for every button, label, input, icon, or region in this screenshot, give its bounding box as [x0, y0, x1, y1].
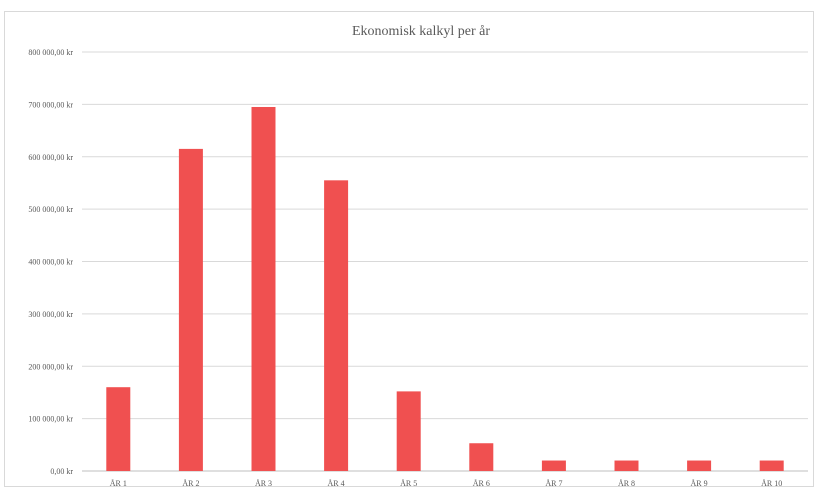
bar [469, 443, 494, 471]
gridlines [82, 51, 808, 472]
x-tick-label: ÅR 5 [400, 479, 417, 488]
bar [687, 460, 712, 471]
y-tick-label: 800 000,00 kr [28, 48, 73, 57]
x-tick-label: ÅR 1 [110, 479, 127, 488]
x-tick-label: ÅR 9 [691, 479, 708, 488]
x-axis-ticks: ÅR 1 ÅR 2 ÅR 3 ÅR 4 ÅR 5 ÅR 6 ÅR 7 ÅR 8 ÅR 9 ÅR 1… [110, 479, 783, 488]
x-tick-label: ÅR 4 [328, 479, 345, 488]
chart-title: Ekonomisk kalkyl per år [352, 24, 490, 39]
y-tick-label: 600 000,00 kr [28, 153, 73, 162]
y-tick-label: 700 000,00 kr [28, 100, 73, 109]
y-tick-label: 400 000,00 kr [28, 258, 73, 267]
y-axis-ticks: 0,00 kr 100 000,00 kr 200 000,00 kr 300 000… [28, 48, 73, 476]
y-tick-label: 300 000,00 kr [28, 310, 73, 319]
x-tick-label: ÅR 2 [182, 479, 199, 488]
bar [106, 387, 131, 471]
bars [106, 106, 784, 472]
bar [251, 106, 276, 472]
x-tick-label: ÅR 10 [761, 479, 782, 488]
bar [541, 460, 566, 471]
bar [178, 148, 203, 472]
x-tick-label: ÅR 3 [255, 479, 272, 488]
x-tick-label: ÅR 7 [545, 479, 562, 488]
y-tick-label: 500 000,00 kr [28, 205, 73, 214]
y-tick-label: 100 000,00 kr [28, 415, 73, 424]
x-tick-label: ÅR 6 [473, 479, 490, 488]
y-tick-label: 200 000,00 kr [28, 362, 73, 371]
bar [614, 460, 639, 471]
x-tick-label: ÅR 8 [618, 479, 635, 488]
bar [396, 391, 421, 471]
bar [759, 460, 784, 471]
y-tick-label: 0,00 kr [50, 467, 73, 476]
bar [324, 180, 349, 471]
